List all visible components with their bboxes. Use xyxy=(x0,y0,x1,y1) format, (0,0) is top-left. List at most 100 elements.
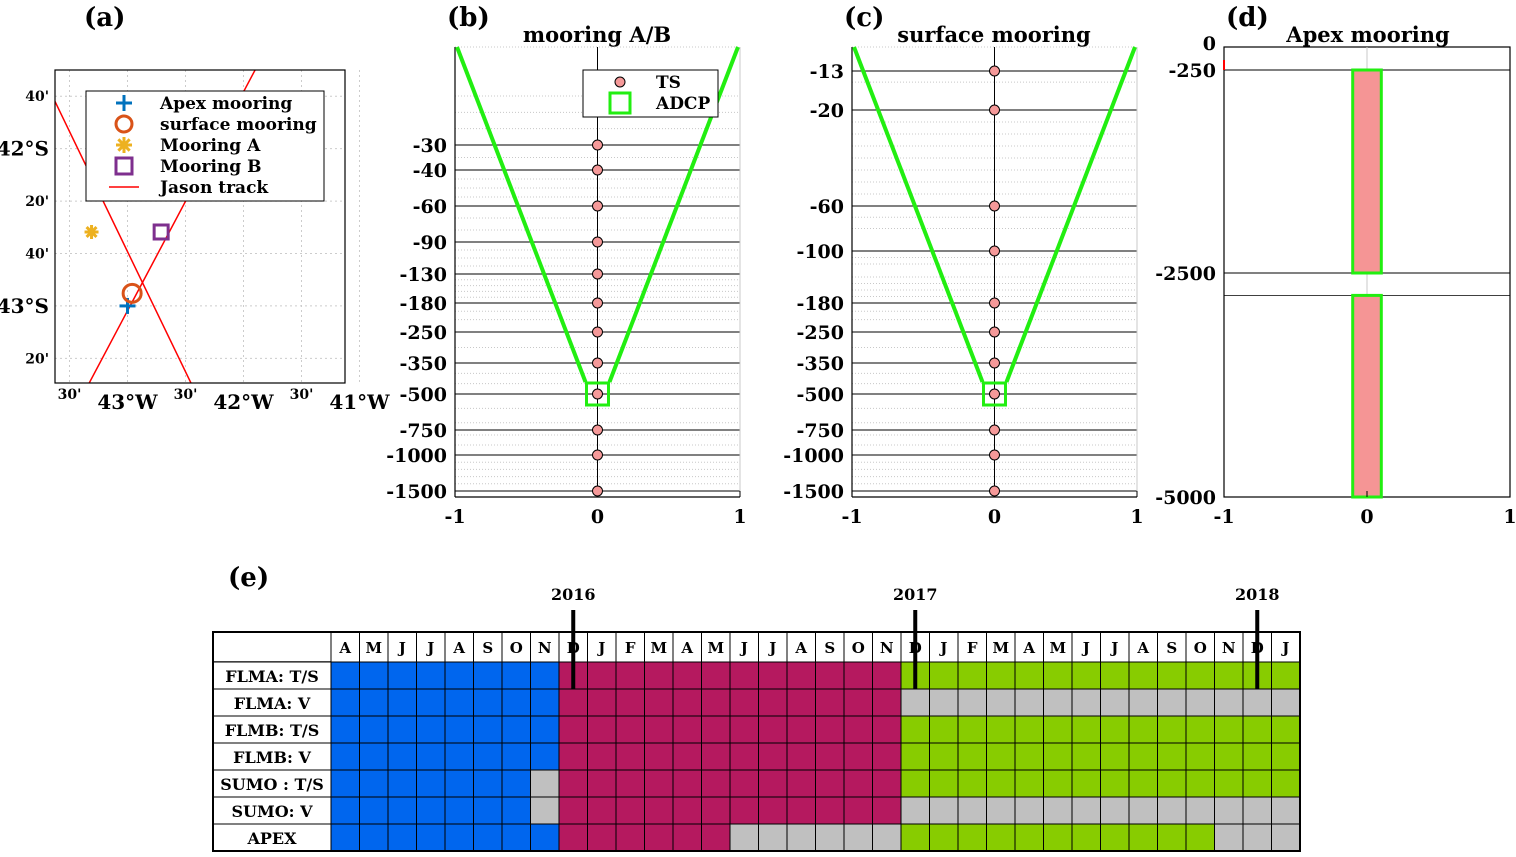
ts-sensor-point xyxy=(989,200,1000,212)
status-cell xyxy=(587,661,617,690)
status-cell xyxy=(615,796,645,825)
depth-tick-label: -30 xyxy=(413,135,447,157)
ts-sensor-point xyxy=(592,139,603,151)
month-header-cell xyxy=(929,631,959,663)
status-cell xyxy=(444,796,474,825)
status-cell xyxy=(1014,715,1044,744)
month-label: M xyxy=(707,639,724,657)
status-cell xyxy=(1157,796,1187,825)
month-label: S xyxy=(1166,639,1177,657)
ts-sensor-point xyxy=(989,485,1000,497)
month-header-cell xyxy=(843,631,873,663)
depth-tick-label: -2500 xyxy=(1155,263,1216,285)
status-cell xyxy=(872,715,902,744)
status-cell xyxy=(501,661,531,690)
row-label: SUMO : T/S xyxy=(220,775,324,794)
ts-sensor-point xyxy=(592,449,603,461)
status-cell xyxy=(1157,688,1187,717)
status-cell xyxy=(473,769,503,798)
status-cell xyxy=(1185,742,1215,771)
status-cell xyxy=(729,715,759,744)
map-legend-label: surface mooring xyxy=(160,115,317,135)
status-cell xyxy=(444,661,474,690)
status-cell xyxy=(1071,661,1101,690)
status-cell xyxy=(758,715,788,744)
status-cell xyxy=(758,796,788,825)
status-cell xyxy=(387,823,417,852)
adcp-sensor-box xyxy=(585,381,610,407)
status-cell xyxy=(786,742,816,771)
status-cell xyxy=(359,769,389,798)
status-cell xyxy=(615,661,645,690)
row-label-cell xyxy=(212,688,332,717)
ts-sensor-point xyxy=(989,104,1000,116)
month-label: J xyxy=(1109,639,1118,657)
status-cell xyxy=(929,715,959,744)
status-cell xyxy=(672,796,702,825)
depth-tick-label: -40 xyxy=(413,160,447,182)
month-label: J xyxy=(1280,639,1289,657)
status-cell xyxy=(786,769,816,798)
month-header-cell xyxy=(615,631,645,663)
x-tick-label: 1 xyxy=(733,506,746,528)
ts-sensor-point xyxy=(989,297,1000,309)
status-cell xyxy=(330,715,360,744)
lon-tick-label: 41°W xyxy=(329,390,390,414)
depth-tick-label: -60 xyxy=(413,196,447,218)
status-cell xyxy=(558,688,588,717)
status-cell xyxy=(1128,742,1158,771)
month-label: A xyxy=(338,639,351,657)
status-cell xyxy=(729,823,759,852)
status-cell xyxy=(1185,769,1215,798)
status-cell xyxy=(900,769,930,798)
depth-tick-label: -250 xyxy=(796,322,844,344)
status-cell xyxy=(444,823,474,852)
status-cell xyxy=(473,661,503,690)
status-cell xyxy=(758,823,788,852)
status-cell xyxy=(815,688,845,717)
status-cell xyxy=(1214,661,1244,690)
status-cell xyxy=(359,688,389,717)
adcp-marker-icon xyxy=(608,91,632,115)
status-cell xyxy=(359,715,389,744)
row-label: FLMB: V xyxy=(233,748,311,767)
ts-sensor-point xyxy=(989,357,1000,369)
status-cell xyxy=(473,715,503,744)
status-cell xyxy=(729,742,759,771)
depth-tick-label: -350 xyxy=(399,353,447,375)
depth-tick-label: -60 xyxy=(810,196,844,218)
status-cell xyxy=(1271,823,1301,852)
status-cell xyxy=(900,796,930,825)
month-label: N xyxy=(1222,639,1236,657)
adcp-beam-left xyxy=(455,46,588,383)
apex-profile-range xyxy=(1351,68,1383,275)
status-cell xyxy=(416,661,446,690)
ts-sensor-point xyxy=(989,449,1000,461)
status-cell xyxy=(1242,823,1272,852)
status-cell xyxy=(758,688,788,717)
status-cell xyxy=(1242,715,1272,744)
status-cell xyxy=(1128,715,1158,744)
depth-tick-label: -90 xyxy=(413,232,447,254)
panel-label-d: (d) xyxy=(1226,3,1269,33)
month-header-cell xyxy=(473,631,503,663)
status-cell xyxy=(929,688,959,717)
status-cell xyxy=(330,688,360,717)
lat-tick-label: 40' xyxy=(25,89,49,105)
status-cell xyxy=(729,688,759,717)
ts-sensor-point xyxy=(989,388,1000,400)
surface-mooring-marker xyxy=(114,114,134,134)
status-cell xyxy=(1100,769,1130,798)
status-cell xyxy=(1100,742,1130,771)
lat-tick-label: 20' xyxy=(25,351,49,367)
status-cell xyxy=(1071,823,1101,852)
panel-d-plot: 0 -250 -2500 -5000-1 0 1 xyxy=(1155,33,1516,528)
panel-label-b: (b) xyxy=(447,3,490,33)
status-cell xyxy=(929,661,959,690)
status-cell xyxy=(1071,715,1101,744)
status-cell xyxy=(1128,661,1158,690)
status-cell xyxy=(1214,796,1244,825)
month-label: J xyxy=(397,639,406,657)
status-cell xyxy=(786,715,816,744)
status-cell xyxy=(1071,742,1101,771)
